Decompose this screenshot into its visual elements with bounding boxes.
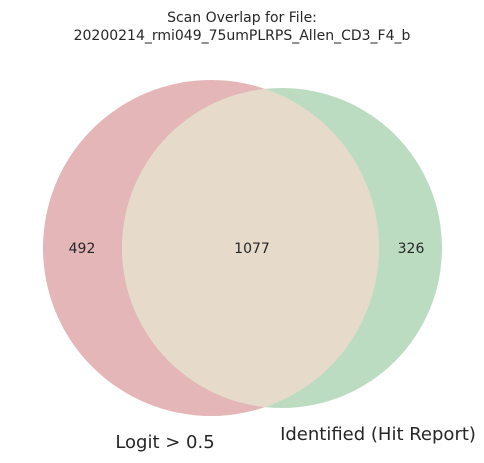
set-a-label: Logit > 0.5 <box>115 432 214 453</box>
set-b-label: Identified (Hit Report) <box>280 424 476 445</box>
chart-title-line-1: Scan Overlap for File: <box>167 10 317 26</box>
set-a-only-count: 492 <box>69 241 96 257</box>
set-b-only-count: 326 <box>398 241 425 257</box>
chart-title-line-2: 20200214_rmi049_75umPLRPS_Allen_CD3_F4_b <box>74 28 411 44</box>
intersection-count: 1077 <box>234 241 270 257</box>
